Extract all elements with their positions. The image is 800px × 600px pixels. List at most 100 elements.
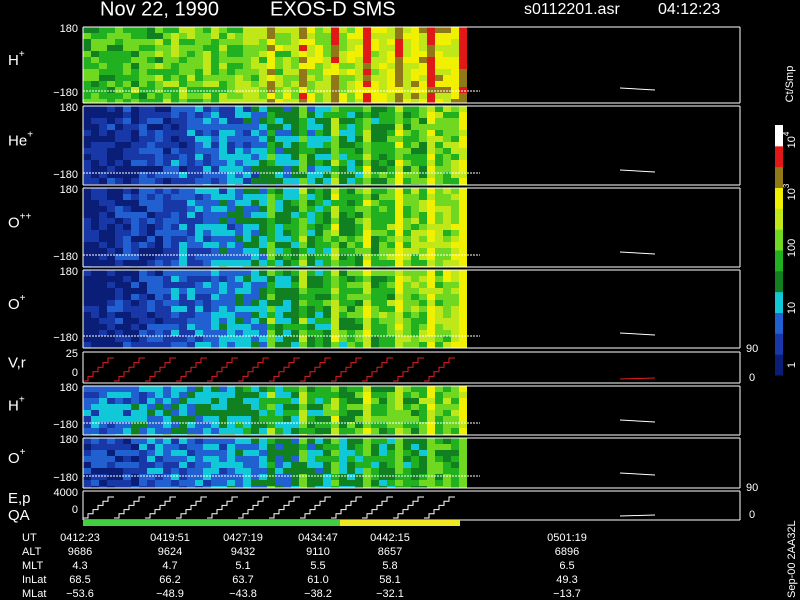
spectrogram-cell bbox=[459, 318, 467, 324]
spectrogram-cell bbox=[315, 136, 323, 142]
spectrogram-cell bbox=[379, 33, 387, 39]
spectrogram-cell bbox=[107, 462, 115, 468]
spectrogram-cell bbox=[307, 87, 315, 93]
spectrogram-cell bbox=[331, 230, 339, 236]
spectrogram-cell bbox=[339, 260, 347, 266]
spectrogram-cell bbox=[235, 288, 243, 294]
spectrogram-cell bbox=[355, 324, 363, 330]
spectrogram-cell bbox=[331, 218, 339, 224]
spectrogram-cell bbox=[379, 106, 387, 112]
spectrogram-cell bbox=[283, 410, 291, 416]
spectrogram-cell bbox=[235, 51, 243, 57]
spectrogram-cell bbox=[251, 410, 259, 416]
spectrogram-cell bbox=[347, 230, 355, 236]
spectrogram-cell bbox=[243, 300, 251, 306]
colorbar-label: 103 bbox=[782, 183, 798, 200]
spectrogram-cell bbox=[131, 474, 139, 480]
spectrogram-cell bbox=[187, 324, 195, 330]
spectrogram-cell bbox=[251, 57, 259, 63]
spectrogram-cell bbox=[83, 112, 91, 118]
spectrogram-cell bbox=[227, 450, 235, 456]
spectrogram-cell bbox=[259, 166, 267, 172]
spectrogram-cell bbox=[163, 124, 171, 130]
spectrogram-cell bbox=[227, 160, 235, 166]
spectrogram-cell bbox=[347, 398, 355, 404]
spectrogram-cell bbox=[339, 480, 347, 486]
spectrogram-cell bbox=[211, 45, 219, 51]
spectrogram-cell bbox=[99, 404, 107, 410]
spectrogram-cell bbox=[91, 51, 99, 57]
spectrogram-cell bbox=[419, 99, 427, 103]
spectrogram-cell bbox=[211, 130, 219, 136]
spectrogram-cell bbox=[219, 324, 227, 330]
spectrogram-cell bbox=[347, 342, 355, 348]
spectrogram-cell bbox=[371, 312, 379, 318]
spectrogram-cell bbox=[99, 93, 107, 99]
spectrogram-cell bbox=[83, 428, 91, 434]
spectrogram-cell bbox=[283, 194, 291, 200]
spectrogram-cell bbox=[211, 81, 219, 87]
spectrogram-cell bbox=[195, 254, 203, 260]
spectrogram-cell bbox=[115, 27, 123, 33]
spectrogram-cell bbox=[83, 93, 91, 99]
spectrogram-cell bbox=[227, 254, 235, 260]
spectrogram-cell bbox=[379, 398, 387, 404]
spectrogram-cell bbox=[403, 288, 411, 294]
spectrogram-cell bbox=[139, 282, 147, 288]
spectrogram-cell bbox=[251, 306, 259, 312]
spectrogram-cell bbox=[323, 342, 331, 348]
spectrogram-cell bbox=[107, 444, 115, 450]
spectrogram-cell bbox=[339, 336, 347, 342]
spectrogram-cell bbox=[259, 188, 267, 194]
spectrogram-cell bbox=[403, 172, 411, 178]
spectrogram-cell bbox=[83, 51, 91, 57]
spectrogram-cell bbox=[251, 112, 259, 118]
spectrogram-cell bbox=[419, 69, 427, 75]
spectrogram-cell bbox=[355, 212, 363, 218]
spectrogram-cell bbox=[459, 136, 467, 142]
spectrogram-cell bbox=[243, 282, 251, 288]
spectrogram-cell bbox=[139, 188, 147, 194]
spectrogram-cell bbox=[459, 218, 467, 224]
spectrogram-cell bbox=[115, 300, 123, 306]
spectrogram-cell bbox=[347, 160, 355, 166]
spectrogram-cell bbox=[299, 33, 307, 39]
spectrogram-cell bbox=[235, 474, 243, 480]
spectrogram-cell bbox=[139, 462, 147, 468]
spectrogram-cell bbox=[155, 444, 163, 450]
spectrogram-cell bbox=[355, 312, 363, 318]
spectrogram-cell bbox=[131, 130, 139, 136]
spectrogram-cell bbox=[379, 142, 387, 148]
spectrogram-cell bbox=[187, 212, 195, 218]
spectrogram-cell bbox=[283, 486, 291, 488]
spectrogram-cell bbox=[419, 39, 427, 45]
spectrogram-cell bbox=[147, 81, 155, 87]
spectrogram-cell bbox=[155, 306, 163, 312]
spectrogram-cell bbox=[227, 324, 235, 330]
spectrogram-cell bbox=[299, 422, 307, 428]
spectrogram-cell bbox=[235, 236, 243, 242]
spectrogram-cell bbox=[275, 324, 283, 330]
spectrogram-cell bbox=[147, 27, 155, 33]
spectrogram-cell bbox=[147, 300, 155, 306]
spectrogram-cell bbox=[291, 444, 299, 450]
colorbar-band bbox=[775, 229, 783, 251]
spectrogram-cell bbox=[171, 51, 179, 57]
spectrogram-cell bbox=[387, 456, 395, 462]
spectrogram-cell bbox=[131, 386, 139, 392]
footer-value: 0412:23 bbox=[60, 532, 100, 544]
spectrogram-cell bbox=[83, 69, 91, 75]
spectrogram-cell bbox=[163, 288, 171, 294]
spectrogram-cell bbox=[211, 200, 219, 206]
spectrogram-cell bbox=[251, 422, 259, 428]
spectrogram-cell bbox=[147, 422, 155, 428]
spectrogram-cell bbox=[115, 336, 123, 342]
spectrogram-cell bbox=[227, 422, 235, 428]
spectrogram-cell bbox=[339, 330, 347, 336]
spectrogram-cell bbox=[387, 142, 395, 148]
spectrogram-cell bbox=[459, 81, 467, 87]
spectrogram-cell bbox=[187, 63, 195, 69]
spectrogram-cell bbox=[443, 242, 451, 248]
spectrogram-cell bbox=[83, 124, 91, 130]
spectrogram-cell bbox=[299, 242, 307, 248]
